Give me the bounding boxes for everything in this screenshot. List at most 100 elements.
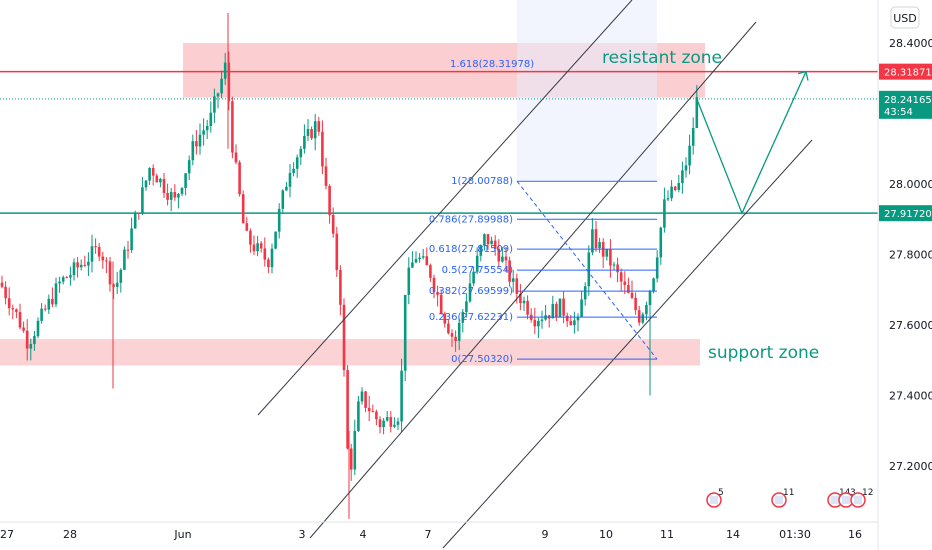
candle-body bbox=[97, 246, 101, 257]
candle-body bbox=[526, 300, 529, 315]
price-badge-countdown: 43:54 bbox=[884, 107, 913, 118]
candle-body bbox=[609, 249, 612, 266]
candle-body bbox=[666, 198, 670, 200]
candle-body bbox=[202, 130, 205, 135]
channel-layer bbox=[257, 0, 813, 549]
candle-body bbox=[288, 172, 292, 187]
candle-body bbox=[90, 246, 94, 262]
candle-body bbox=[515, 278, 519, 294]
candle-body bbox=[184, 173, 187, 189]
candle-body bbox=[569, 321, 573, 326]
candle-body bbox=[684, 165, 688, 171]
candle-body bbox=[573, 320, 576, 326]
y-tick-label: 27.20000 bbox=[889, 460, 932, 473]
candle-body bbox=[576, 317, 580, 321]
candle-body bbox=[123, 249, 126, 270]
candle-body bbox=[155, 175, 159, 183]
fib-level-label: 0(27.50320) bbox=[451, 354, 513, 365]
candle-body bbox=[490, 240, 493, 245]
event-flag-fill bbox=[842, 496, 850, 504]
currency-button[interactable] bbox=[890, 6, 920, 29]
candle-body bbox=[558, 298, 562, 318]
candle-body bbox=[465, 301, 468, 313]
y-axis[interactable]: 28.4000028.2000028.0000027.8000027.60000… bbox=[877, 0, 932, 550]
candle-body bbox=[213, 96, 216, 113]
candle-body bbox=[616, 264, 619, 273]
price-badge-label: 27.91720 bbox=[884, 209, 932, 220]
event-count: 5 bbox=[718, 488, 724, 498]
y-tick-label: 28.00000 bbox=[889, 178, 932, 191]
candle-body bbox=[439, 294, 443, 314]
candle-body bbox=[367, 407, 371, 412]
projection-line bbox=[696, 71, 807, 215]
x-axis[interactable]: 27 28 Jun 3 4 7 9 10 11 14 01:30 16 bbox=[0, 521, 878, 541]
candle-body bbox=[281, 190, 285, 209]
candle-body bbox=[382, 420, 385, 428]
candle-body bbox=[187, 160, 191, 174]
candle-body bbox=[598, 242, 601, 249]
candle-body bbox=[443, 313, 447, 324]
candle-body bbox=[130, 228, 133, 251]
candle-body bbox=[29, 344, 33, 349]
candle-body bbox=[580, 299, 583, 318]
candle-body bbox=[234, 152, 238, 163]
x-tick-label: 16 bbox=[848, 528, 862, 541]
candle-body bbox=[483, 234, 486, 246]
projection-path[interactable] bbox=[696, 70, 809, 215]
candle-body bbox=[295, 157, 299, 169]
candle-body bbox=[562, 298, 565, 316]
candle-body bbox=[587, 252, 591, 287]
candle-body bbox=[331, 214, 335, 234]
candle-body bbox=[457, 322, 461, 341]
candle-body bbox=[691, 128, 695, 146]
candle-body bbox=[695, 97, 699, 129]
event-flag-fill bbox=[775, 496, 783, 504]
candle-body bbox=[652, 278, 655, 292]
y-tick-label: 27.60000 bbox=[889, 319, 932, 332]
fib-level-label: 0.382(27.69599) bbox=[429, 286, 513, 297]
candle-body bbox=[497, 248, 501, 262]
candle-body bbox=[403, 294, 407, 371]
candle-body bbox=[407, 267, 411, 295]
candle-body bbox=[166, 193, 169, 200]
price-badge-label: 28.24165 bbox=[884, 95, 932, 106]
economic-events[interactable]: 51114312 bbox=[706, 488, 873, 508]
candle-body bbox=[285, 186, 288, 191]
candle-body bbox=[65, 277, 69, 279]
candle-body bbox=[425, 256, 429, 266]
candle-body bbox=[619, 272, 623, 282]
candle-body bbox=[292, 168, 295, 173]
candle-body bbox=[450, 333, 454, 337]
candle-body bbox=[7, 298, 11, 309]
candle-body bbox=[655, 257, 659, 279]
candle-body bbox=[223, 62, 227, 79]
candle-body bbox=[479, 245, 483, 256]
candle-body bbox=[353, 431, 357, 470]
y-tick-label: 27.80000 bbox=[889, 249, 932, 262]
candle-body bbox=[0, 282, 4, 287]
candle-body bbox=[634, 297, 637, 311]
candle-body bbox=[418, 257, 421, 260]
candle-body bbox=[277, 208, 281, 232]
candle-body bbox=[249, 230, 252, 245]
candle-body bbox=[486, 234, 490, 245]
fib-level-label: 1(28.00788) bbox=[451, 176, 513, 187]
candle-body bbox=[432, 277, 436, 293]
candle-body bbox=[47, 298, 51, 310]
fibonacci-retracement[interactable]: 1(28.00788) 0.786(27.89988) 0.618(27.81509… bbox=[429, 176, 658, 365]
fib-shade bbox=[517, 0, 657, 180]
candle-body bbox=[511, 278, 515, 282]
candle-body bbox=[663, 199, 666, 228]
x-tick-label: Jun bbox=[173, 528, 191, 541]
x-tick-label: 11 bbox=[660, 528, 674, 541]
candle-body bbox=[533, 319, 537, 327]
candle-body bbox=[508, 260, 511, 282]
candle-body bbox=[270, 248, 274, 268]
candle-body bbox=[583, 286, 587, 300]
candle-body bbox=[4, 286, 7, 299]
candle-body bbox=[198, 134, 202, 147]
candle-body bbox=[493, 240, 497, 249]
candle-body bbox=[641, 314, 645, 323]
candle-body bbox=[421, 256, 425, 258]
